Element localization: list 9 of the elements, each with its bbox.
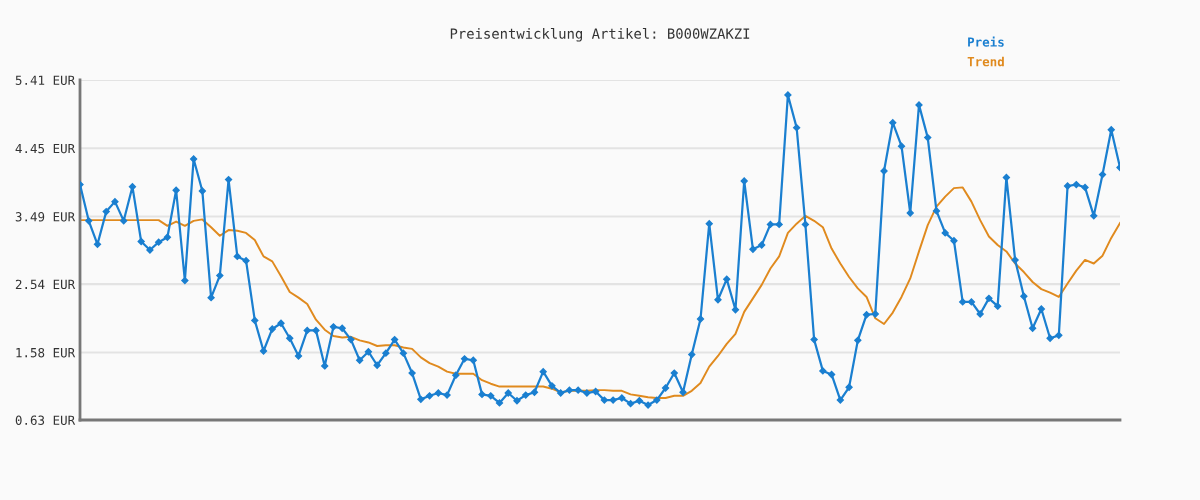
y-tick-label: 2.54 EUR	[15, 279, 76, 290]
text: Trend	[967, 56, 1004, 67]
chart-title: Preisentwicklung Artikel: B000WZAKZI	[450, 28, 750, 42]
y-tick-label: 1.58 EUR	[16, 347, 76, 358]
y-tick-label: 5.41 EUR	[15, 75, 76, 85]
text: Preis	[968, 36, 1004, 47]
y-tick-label: 3.49 EUR	[15, 212, 76, 222]
y-tick-label: 4.45 EUR	[15, 143, 76, 154]
y-tick-label: 0.63 EUR	[15, 415, 76, 425]
